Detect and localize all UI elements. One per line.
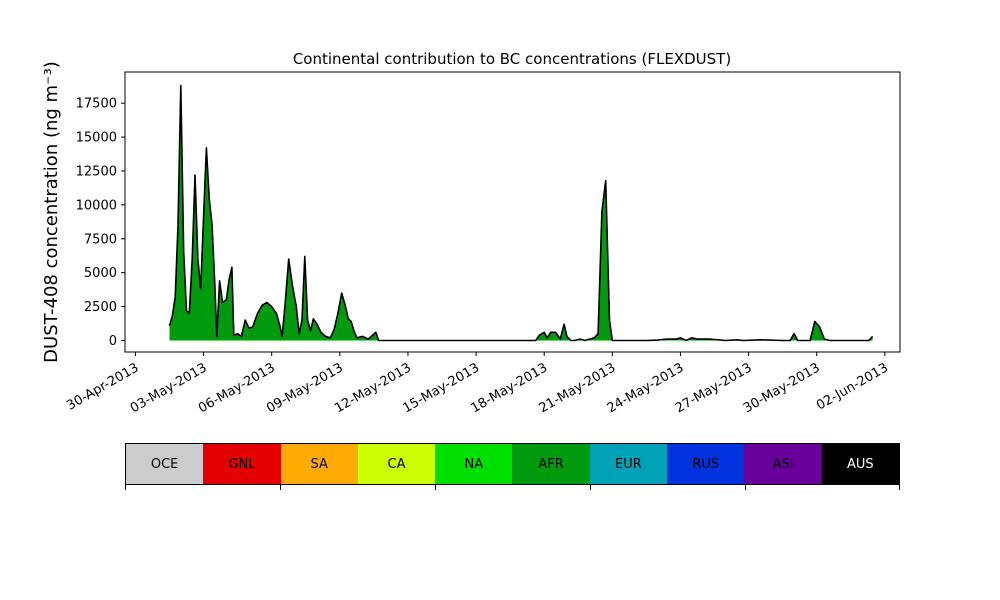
x-tick-label: 21-May-2013 xyxy=(537,360,619,416)
x-tick-label: 30-May-2013 xyxy=(741,360,823,416)
colorbar-tick xyxy=(745,485,746,490)
legend-item-asi: ASI xyxy=(744,444,822,484)
y-tick-label: 12500 xyxy=(76,164,117,179)
y-tick-label: 0 xyxy=(109,334,117,349)
legend-item-na: NA xyxy=(435,444,513,484)
colorbar-legend: OCE GNL SA CA NA AFR EUR RUS ASI AUS xyxy=(125,443,900,485)
colorbar-tick xyxy=(125,485,126,490)
x-tick-label: 06-May-2013 xyxy=(196,360,278,416)
legend-item-rus: RUS xyxy=(667,444,745,484)
x-axis: 30-Apr-201303-May-201306-May-201309-May-… xyxy=(64,352,891,416)
chart-title: Continental contribution to BC concentra… xyxy=(293,50,731,68)
legend-item-eur: EUR xyxy=(589,444,668,484)
x-tick-label: 02-Jun-2013 xyxy=(814,360,891,413)
colorbar-ticks xyxy=(125,485,900,491)
series-outline-line xyxy=(168,84,874,342)
y-axis-label: DUST-408 concentration (ng m⁻³) xyxy=(41,61,62,363)
y-tick-label: 2500 xyxy=(84,300,117,315)
colorbar-tick xyxy=(899,485,900,490)
legend-item-gnl: GNL xyxy=(203,444,281,484)
y-tick-label: 10000 xyxy=(76,198,117,213)
legend-item-oce: OCE xyxy=(126,444,204,484)
area-series-afr xyxy=(169,85,873,341)
x-tick-label: 09-May-2013 xyxy=(264,360,346,416)
y-tick-label: 15000 xyxy=(76,131,117,146)
legend-item-afr: AFR xyxy=(512,444,590,484)
y-tick-label: 5000 xyxy=(84,266,117,281)
plot-area xyxy=(168,84,874,342)
plot-frame xyxy=(124,71,901,353)
x-tick-label: 15-May-2013 xyxy=(400,360,482,416)
y-tick-label: 7500 xyxy=(84,232,117,247)
colorbar-tick xyxy=(590,485,591,490)
x-tick-label: 27-May-2013 xyxy=(673,360,755,416)
colorbar-tick xyxy=(280,485,281,490)
legend-item-aus: AUS xyxy=(821,444,899,484)
legend-item-sa: SA xyxy=(280,444,358,484)
legend-item-ca: CA xyxy=(357,444,436,484)
y-tick-label: 17500 xyxy=(76,97,117,112)
x-tick-label: 12-May-2013 xyxy=(332,360,414,416)
y-axis: 0 2500 5000 7500 10000 12500 15000 17500 xyxy=(76,97,125,349)
x-tick-label: 03-May-2013 xyxy=(128,360,210,416)
x-tick-label: 18-May-2013 xyxy=(469,360,551,416)
colorbar-tick xyxy=(435,485,436,490)
x-tick-label: 24-May-2013 xyxy=(605,360,687,416)
